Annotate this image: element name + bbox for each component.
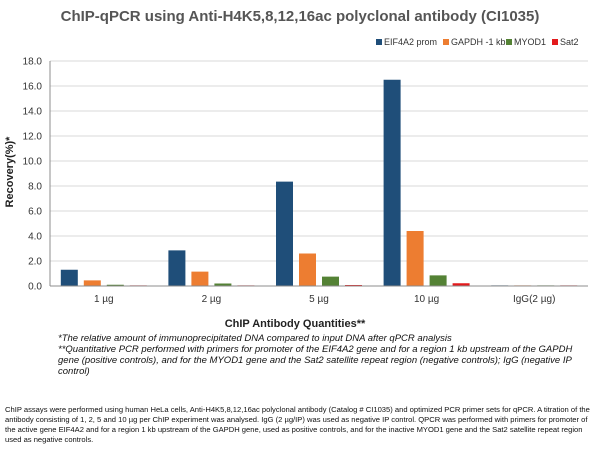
- bar-gapdh-1-kb: [299, 253, 316, 286]
- gridlines: [50, 60, 588, 262]
- legend-swatch: [443, 39, 449, 45]
- y-tick-label: 18.0: [23, 57, 43, 68]
- axes: 0.0 2.0 4.0 6.0 8.0 10.0 12.0 14.0 16.0 18.0 1 µg 2…: [23, 57, 588, 305]
- legend-label: MYOD1: [514, 37, 546, 47]
- bar-eif4a2-prom: [276, 181, 293, 286]
- legend: EIF4A2 prom GAPDH -1 kb MYOD1 Sat2: [376, 37, 579, 47]
- y-tick-label: 12.0: [23, 132, 43, 143]
- x-tick-label: 2 µg: [202, 294, 222, 305]
- bar-chart: 0.0 2.0 4.0 6.0 8.0 10.0 12.0 14.0 16.0 18.0 1 µg 2…: [4, 37, 588, 330]
- footnotes: *The relative amount of immunoprecipitat…: [58, 333, 593, 377]
- bar-myod1: [429, 275, 447, 286]
- bar-sat2: [452, 283, 470, 286]
- x-axis-label: ChIP Antibody Quantities**: [225, 318, 366, 330]
- legend-swatch: [506, 39, 512, 45]
- y-tick-label: 10.0: [23, 157, 43, 168]
- y-tick-label: 6.0: [28, 207, 42, 218]
- bar-gapdh-1-kb: [191, 271, 209, 286]
- legend-label: EIF4A2 prom: [384, 37, 437, 47]
- bar-gapdh-1-kb: [406, 231, 424, 286]
- bar-eif4a2-prom: [383, 79, 401, 286]
- x-tick-label: IgG(2 µg): [513, 294, 555, 305]
- y-tick-label: 2.0: [28, 257, 42, 268]
- bar-myod1: [214, 283, 232, 286]
- bar-eif4a2-prom: [60, 269, 78, 286]
- bar-gapdh-1-kb: [83, 280, 101, 286]
- bars: [60, 79, 578, 287]
- y-tick-label: 16.0: [23, 82, 43, 93]
- figure-caption: ChIP assays were performed using human H…: [5, 405, 590, 444]
- y-tick-label: 8.0: [28, 182, 42, 193]
- x-tick-label: 10 µg: [414, 294, 439, 305]
- bar-myod1: [322, 276, 339, 286]
- legend-label: Sat2: [560, 37, 579, 47]
- y-axis-label: Recovery(%)*: [4, 136, 16, 208]
- legend-swatch: [376, 39, 382, 45]
- y-tick-label: 0.0: [28, 282, 42, 293]
- y-tick-label: 14.0: [23, 107, 43, 118]
- legend-label: GAPDH -1 kb: [451, 37, 506, 47]
- x-tick-label: 5 µg: [309, 294, 329, 305]
- footnote-recovery: *The relative amount of immunoprecipitat…: [58, 333, 452, 344]
- bar-myod1: [106, 284, 124, 286]
- y-tick-label: 4.0: [28, 232, 42, 243]
- footnote-primers: **Quantitative PCR performed with primer…: [58, 344, 573, 377]
- x-tick-label: 1 µg: [94, 294, 114, 305]
- chart-title: ChIP-qPCR using Anti-H4K5,8,12,16ac poly…: [60, 8, 540, 25]
- bar-eif4a2-prom: [168, 250, 186, 286]
- legend-swatch: [552, 39, 558, 45]
